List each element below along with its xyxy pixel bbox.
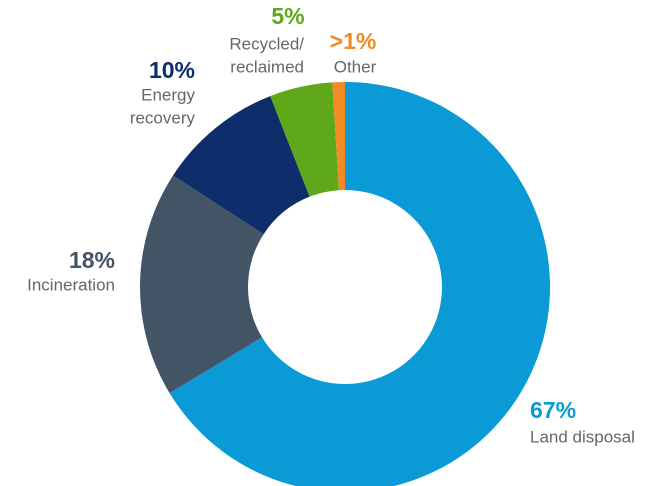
slice <box>332 82 345 191</box>
category-label: Recycled/ <box>229 34 304 53</box>
value-label: 67% <box>530 397 576 423</box>
value-label: 5% <box>271 3 304 29</box>
slice <box>270 82 339 197</box>
slice <box>173 96 310 235</box>
value-label: 10% <box>149 57 195 83</box>
category-label: Incineration <box>27 275 115 294</box>
category-label: recovery <box>130 108 196 127</box>
category-label: Land disposal <box>530 427 635 446</box>
category-label: reclaimed <box>230 57 304 76</box>
value-label: 18% <box>69 247 115 273</box>
slice <box>169 82 550 486</box>
value-label: >1% <box>330 28 377 54</box>
category-label: Other <box>334 57 377 76</box>
category-label: Energy <box>141 85 195 104</box>
slice <box>139 175 264 394</box>
